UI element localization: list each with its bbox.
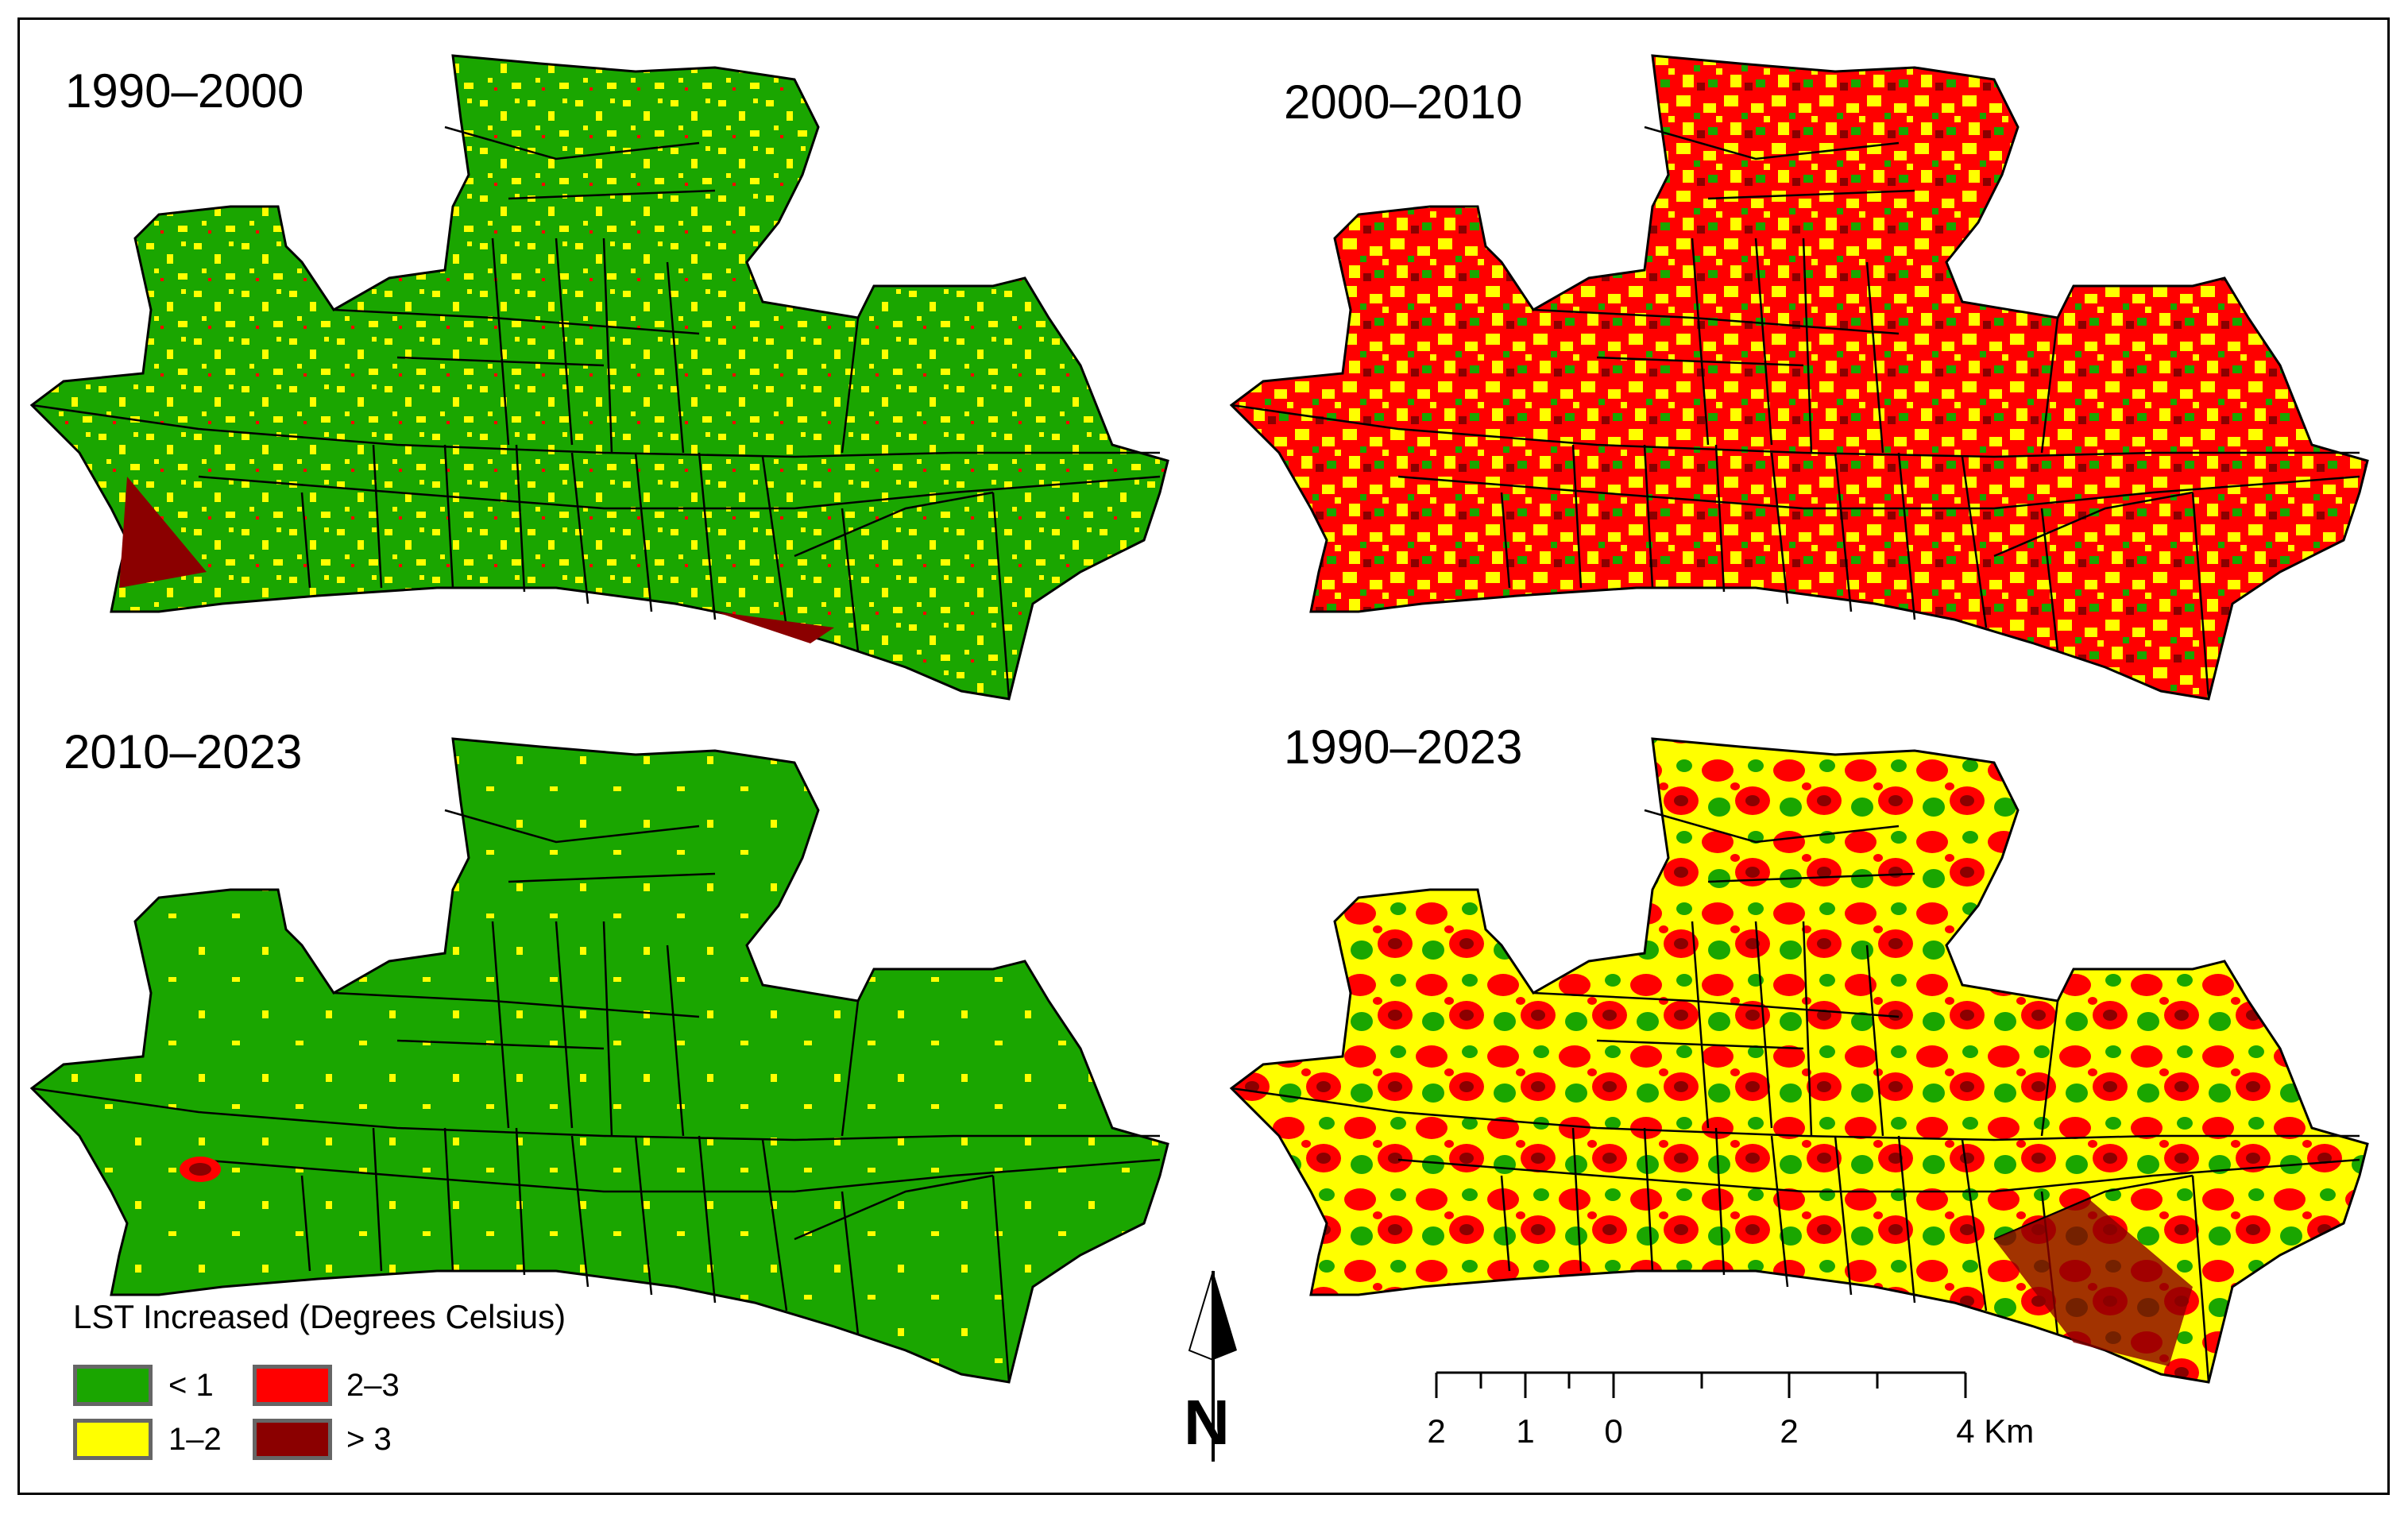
legend-title: LST Increased (Degrees Celsius) (73, 1298, 566, 1335)
map-panel-2000-2010 (1230, 54, 2369, 701)
legend-swatch (253, 1419, 332, 1460)
panel-title: 1990–2023 (1284, 720, 1523, 774)
panel-title: 2000–2010 (1284, 75, 1523, 129)
hotspot (189, 1163, 211, 1176)
panel-title: 1990–2000 (65, 64, 304, 118)
panel-title: 2010–2023 (64, 725, 303, 778)
legend-label: > 3 (346, 1422, 392, 1457)
scale-label: 1 (1516, 1412, 1535, 1450)
legend-swatch (73, 1419, 153, 1460)
scale-label: 0 (1604, 1412, 1623, 1450)
map-panel-2010-2023 (30, 737, 1169, 1384)
north-arrow-icon (1188, 1270, 1237, 1462)
legend-label: 2–3 (346, 1368, 400, 1403)
legend-label: < 1 (168, 1368, 214, 1403)
north-label: N (1184, 1387, 1230, 1458)
hotspot (119, 477, 207, 588)
scale-label: 2 (1427, 1412, 1446, 1450)
legend-swatch (253, 1365, 332, 1406)
map-panel-1990-2000 (30, 54, 1169, 701)
scale-label: 4 Km (1956, 1412, 2035, 1450)
legend-label: 1–2 (168, 1422, 222, 1457)
hotspot (1994, 1199, 2193, 1366)
scale-label: 2 (1780, 1412, 1799, 1450)
map-panel-1990-2023 (1230, 737, 2369, 1384)
hotspot (715, 612, 834, 643)
legend-swatch (73, 1365, 153, 1406)
scale-bar (1435, 1371, 1967, 1398)
